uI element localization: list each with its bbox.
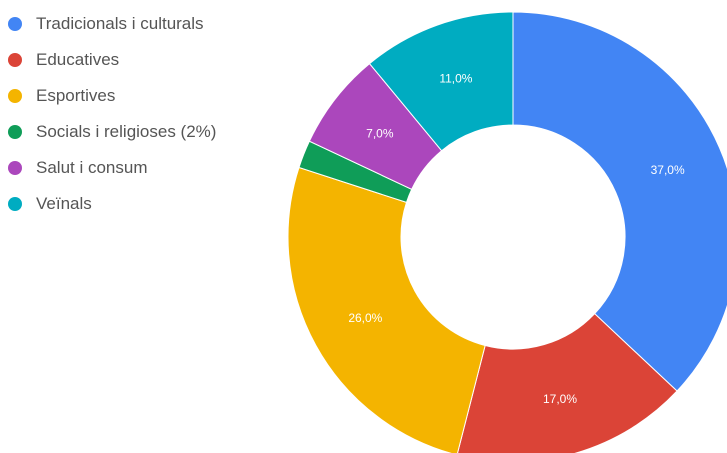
slice-label-veinals: 11,0%	[439, 71, 472, 85]
slice-label-tradicionals-i-culturals: 37,0%	[651, 163, 685, 177]
legend-swatch-socials	[8, 125, 22, 139]
legend-swatch-salut	[8, 161, 22, 175]
legend-label-esportives: Esportives	[36, 86, 116, 105]
legend-item-socials: Socials i religioses (2%)	[6, 114, 216, 150]
slice-educatives	[457, 312, 678, 453]
legend-label-tradicionals: Tradicionals i culturals	[36, 14, 204, 33]
legend-item-educatives: Educatives	[6, 42, 216, 78]
slice-label-salut-i-consum: 7,0%	[366, 127, 394, 141]
legend-label-veinals: Veïnals	[36, 194, 92, 213]
legend-item-esportives: Esportives	[6, 78, 216, 114]
legend-swatch-educatives	[8, 53, 22, 67]
legend-item-veinals: Veïnals	[6, 186, 216, 222]
slice-label-educatives: 17,0%	[543, 392, 577, 406]
legend-swatch-esportives	[8, 89, 22, 103]
legend: Tradicionals i culturals Educatives Espo…	[6, 6, 216, 222]
legend-label-educatives: Educatives	[36, 50, 120, 69]
legend-swatch-veinals	[8, 197, 22, 211]
slice-veinals	[368, 11, 514, 152]
legend-label-salut: Salut i consum	[36, 158, 148, 177]
legend-swatch-tradicionals	[8, 17, 22, 31]
legend-item-salut: Salut i consum	[6, 150, 216, 186]
slice-esportives	[287, 166, 486, 453]
slice-tradicionals-i-culturals	[512, 11, 727, 392]
legend-item-tradicionals: Tradicionals i culturals	[6, 6, 216, 42]
slice-label-esportives: 26,0%	[348, 311, 382, 325]
legend-label-socials: Socials i religioses (2%)	[36, 122, 217, 141]
